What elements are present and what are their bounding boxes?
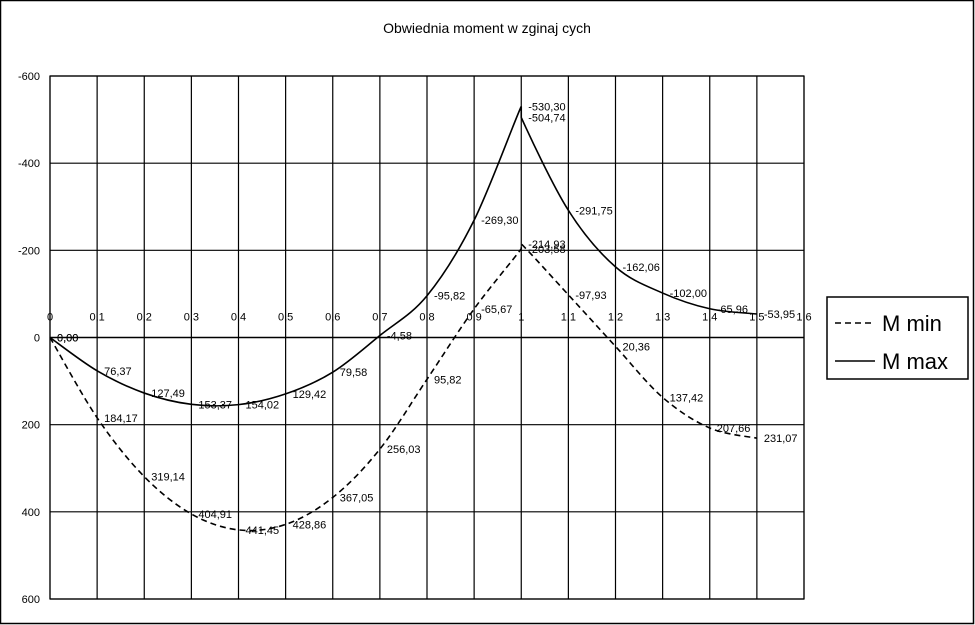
data-labels: 0,00 184,17 319,14 404,91 441,45 428,86 367,05… (57, 101, 798, 537)
y-tick-label: -600 (18, 71, 40, 83)
data-label-m-min: 256,03 (387, 444, 421, 456)
data-label-m-min: 184,17 (104, 413, 138, 425)
data-label-m-min: 231,07 (764, 433, 798, 445)
x-tick-label: 0,3 (184, 312, 199, 324)
data-label-m-min: 404,91 (198, 509, 232, 521)
data-label-m-min: 207,66 (717, 423, 751, 435)
data-label-m-min: 20,36 (623, 341, 651, 353)
data-label-m-max: 154,02 (246, 400, 280, 412)
data-label-m-max: -269,30 (481, 215, 518, 227)
data-label-m-max: -53,95 (764, 309, 795, 321)
legend-label-m-max: M max (882, 349, 948, 374)
data-label-m-min: -214,93 (528, 239, 565, 251)
x-tick-label: 0,9 (466, 312, 481, 324)
y-tick-label: 0 (34, 333, 40, 345)
x-tick-label: 0,1 (89, 312, 104, 324)
data-label-m-min: 95,82 (434, 374, 462, 386)
data-label-m-max: 79,58 (340, 367, 368, 379)
data-label-m-min: 441,45 (246, 525, 280, 537)
data-label-m-max: 127,49 (151, 388, 185, 400)
x-tick-label: 0,5 (278, 312, 293, 324)
data-label-m-max: -162,06 (623, 262, 660, 274)
x-tick-label: 1,5 (749, 312, 764, 324)
x-tick-label: 1,2 (608, 312, 623, 324)
series-line-m-max (49, 106, 757, 407)
grid (49, 75, 805, 600)
legend-label-m-min: M min (882, 311, 942, 336)
series (49, 106, 758, 532)
data-label-m-max: -504,74 (528, 113, 565, 125)
data-label-m-min: 0,00 (57, 333, 78, 345)
data-label-m-max: 76,37 (104, 366, 132, 378)
data-label-m-min: -97,93 (575, 290, 606, 302)
data-label-m-max: 129,42 (293, 389, 327, 401)
x-tick-label: 0,4 (231, 312, 246, 324)
y-tick-label: 200 (22, 420, 40, 432)
y-tick-label: 400 (22, 507, 40, 519)
data-label-m-max: -95,82 (434, 291, 465, 303)
data-label-m-max: -65,96 (717, 304, 748, 316)
data-label-m-max: 153,37 (198, 399, 232, 411)
chart-title: Obwiednia moment w zginaj cych (383, 20, 591, 36)
x-tick-label: 1,3 (655, 312, 670, 324)
data-label-m-min: 428,86 (293, 519, 327, 531)
y-tick-label: -200 (18, 245, 40, 257)
data-label-m-min: -203,58 (528, 244, 565, 256)
series-line-m-min (49, 241, 758, 532)
data-label-m-min: 137,42 (670, 392, 704, 404)
y-tick-label: 600 (22, 594, 40, 606)
x-tick-label: 1 (518, 312, 524, 324)
x-tick-label: 1,6 (796, 312, 811, 324)
x-tick-label: 0 (47, 312, 53, 324)
x-tick-label: 0,6 (325, 312, 340, 324)
data-label-m-max: -291,75 (575, 205, 612, 217)
legend-box (826, 296, 969, 380)
x-tick-label: 1,1 (561, 312, 576, 324)
data-label-m-max: -4,58 (387, 331, 412, 343)
data-label-m-min: 319,14 (151, 472, 185, 484)
axes: 0 0,1 0,2 0,3 0,4 0,5 0,6 0,7 0,8 0,9 1 1,1 1,2 1,3 1,… (18, 71, 812, 606)
data-label-m-min: -65,67 (481, 304, 512, 316)
x-tick-label: 0,7 (372, 312, 387, 324)
x-tick-label: 0,8 (419, 312, 434, 324)
y-tick-label: -400 (18, 158, 40, 170)
x-tick-label: 1,4 (702, 312, 717, 324)
legend: M min M max (826, 296, 969, 380)
data-label-m-max: -530,30 (528, 101, 565, 113)
x-tick-label: 0,2 (137, 312, 152, 324)
data-label-m-min: 367,05 (340, 492, 374, 504)
data-label-m-max: -102,00 (670, 288, 707, 300)
data-label-m-max: 0,00 (57, 333, 78, 345)
